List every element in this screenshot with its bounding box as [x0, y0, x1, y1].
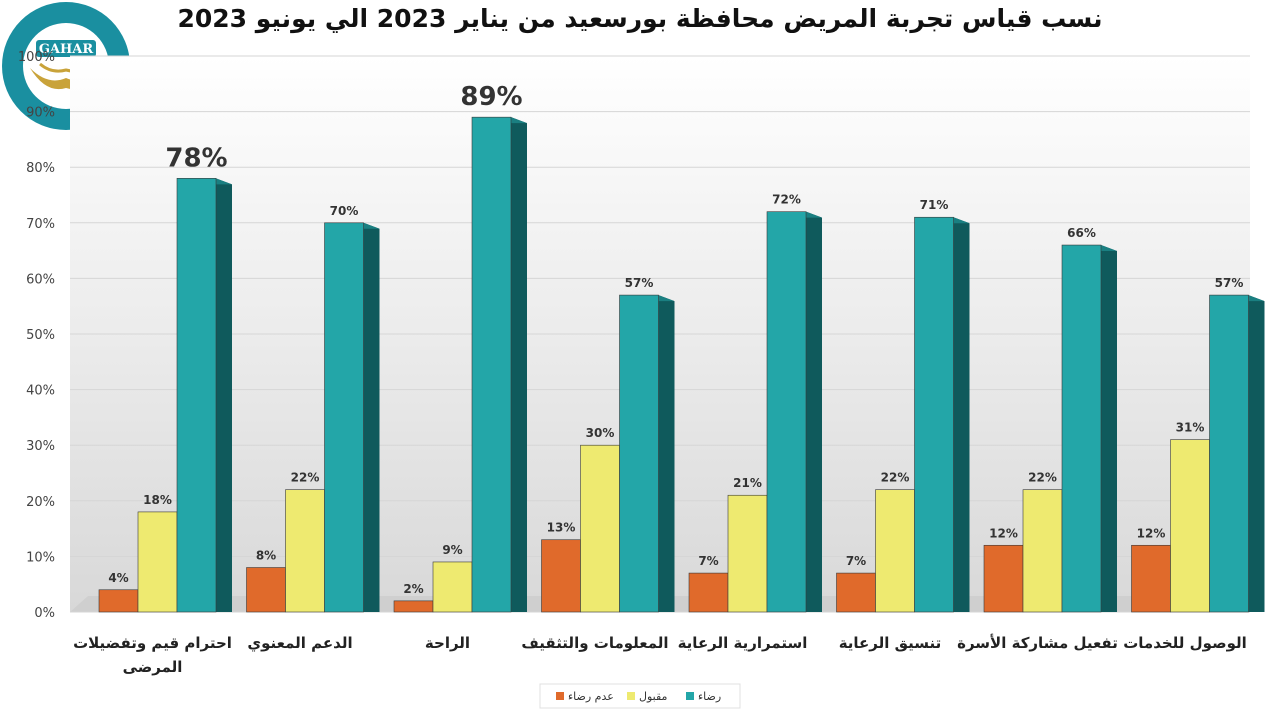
legend-swatch	[627, 692, 635, 700]
data-label: 22%	[881, 471, 910, 485]
data-label: 21%	[733, 476, 762, 490]
bar	[324, 222, 364, 613]
bar	[1131, 544, 1171, 613]
y-tick-label: 60%	[26, 272, 55, 287]
data-label: 22%	[291, 471, 320, 485]
bar-side	[658, 295, 675, 612]
bar	[1209, 294, 1249, 613]
data-label: 72%	[772, 193, 801, 207]
data-label: 9%	[442, 543, 462, 557]
data-label: 78%	[165, 143, 227, 173]
x-tick-label: المعلومات والتثقيف	[521, 634, 668, 652]
bar	[688, 572, 729, 613]
x-tick-label: الراحة	[425, 634, 470, 652]
x-tick-label: استمرارية الرعاية	[678, 634, 808, 652]
bar	[285, 489, 325, 613]
bar-side	[363, 222, 380, 613]
legend: عدم رضاء مقبول رضاء	[539, 683, 741, 709]
data-label: 12%	[1137, 526, 1166, 540]
data-label: 12%	[989, 526, 1018, 540]
data-label: 7%	[698, 554, 718, 568]
bar	[393, 600, 434, 613]
bar	[471, 116, 512, 613]
legend-swatch	[556, 692, 564, 700]
y-tick-label: 70%	[26, 217, 55, 232]
x-tick-label: الوصول للخدمات	[1123, 634, 1247, 652]
bar-side	[511, 117, 527, 612]
y-tick-label: 10%	[26, 550, 55, 565]
data-label: 70%	[330, 204, 359, 218]
bars-layer: 4% 18% 78% 8% 22% 70% 2% 9% 89% 13% 30% 57% 7% 21% 72%…	[98, 82, 1265, 613]
legend-swatch	[686, 692, 694, 700]
data-label: 4%	[108, 571, 128, 585]
y-tick-label: 50%	[26, 328, 55, 343]
x-tick-label: تنسيق الرعاية	[839, 634, 942, 652]
bar-side	[806, 211, 822, 612]
bar	[176, 178, 217, 613]
data-label: 57%	[1215, 276, 1244, 290]
bar-side	[1248, 295, 1265, 612]
y-tick-label: 0%	[34, 606, 55, 621]
bar	[98, 589, 139, 613]
bar-side	[953, 217, 970, 613]
bar	[875, 489, 915, 613]
y-tick-label: 40%	[26, 384, 55, 399]
data-label: 66%	[1067, 226, 1096, 240]
y-tick-label: 80%	[26, 161, 55, 176]
data-label: 13%	[547, 521, 576, 535]
bar	[836, 572, 876, 613]
x-tick-label: الدعم المعنوي	[247, 634, 352, 653]
bar-side	[1101, 245, 1117, 613]
y-tick-label: 20%	[26, 495, 55, 510]
legend-box	[539, 683, 741, 709]
bar	[137, 511, 178, 613]
x-tick-label: احترام قيم وتفضيلات	[73, 634, 232, 652]
bar	[766, 211, 807, 613]
logo-banner	[36, 40, 96, 57]
data-label: 57%	[625, 276, 654, 290]
bar	[432, 561, 473, 613]
data-label: 30%	[586, 426, 615, 440]
data-label: 2%	[403, 582, 423, 596]
legend-label: عدم رضاء	[568, 690, 614, 703]
data-label: 89%	[460, 82, 522, 112]
data-label: 7%	[846, 554, 866, 568]
data-label: 8%	[256, 549, 276, 563]
y-axis: 0% 10% 20% 30% 40% 50% 60% 70% 80% 90% 100%	[18, 50, 55, 621]
y-tick-label: 90%	[26, 106, 55, 121]
x-tick-label: تفعيل مشاركة الأسرة	[957, 634, 1118, 652]
bar	[541, 539, 581, 613]
x-axis: احترام قيم وتفضيلات المرضى الدعم المعنوي ال…	[73, 634, 1247, 676]
bar-side	[216, 178, 232, 612]
logo-text: GAHAR	[39, 42, 94, 57]
bar	[580, 444, 620, 613]
bar	[1022, 489, 1063, 613]
bar	[1170, 439, 1210, 613]
bar	[246, 567, 286, 613]
data-label: 31%	[1176, 421, 1205, 435]
bar	[1061, 244, 1102, 613]
x-tick-label: المرضى	[123, 658, 183, 676]
data-label: 22%	[1028, 471, 1057, 485]
y-tick-label: 30%	[26, 439, 55, 454]
legend-label: رضاء	[698, 690, 721, 703]
bar	[983, 544, 1024, 613]
bar	[914, 216, 954, 613]
bar	[619, 294, 659, 613]
chart-title: نسب قياس تجربة المريض محافظة بورسعيد من …	[177, 4, 1103, 33]
data-label: 18%	[143, 493, 172, 507]
y-tick-label: 100%	[18, 50, 55, 65]
legend-label: مقبول	[639, 690, 668, 703]
bar	[727, 494, 768, 613]
data-label: 71%	[920, 198, 949, 212]
